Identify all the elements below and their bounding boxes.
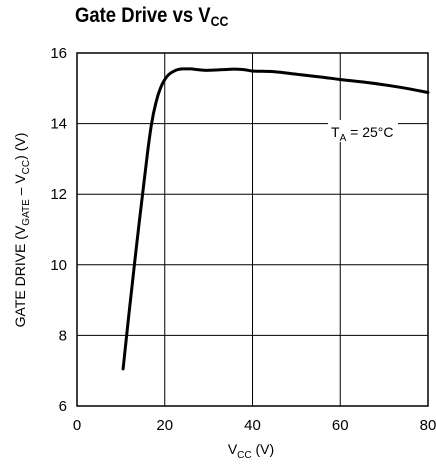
x-axis-label: VCC (V) xyxy=(228,441,274,461)
x-tick-label: 60 xyxy=(332,417,349,434)
y-axis: 6 8 10 12 14 16 xyxy=(50,45,67,415)
y-tick-label: 8 xyxy=(59,327,67,344)
y-tick-label: 12 xyxy=(50,186,67,203)
plot-frame xyxy=(76,52,429,407)
x-tick-label: 80 xyxy=(420,417,436,434)
x-tick-label: 0 xyxy=(73,417,81,434)
x-axis: 0 20 40 60 80 xyxy=(73,417,436,434)
y-tick-label: 16 xyxy=(50,45,67,62)
y-tick-label: 6 xyxy=(59,398,67,415)
y-tick-label: 10 xyxy=(50,257,67,274)
series-line xyxy=(121,67,430,371)
y-axis-label: GATE DRIVE (VGATE – VCC) (V) xyxy=(12,133,32,328)
x-tick-label: 40 xyxy=(244,417,261,434)
annotation-temperature: TA = 25°C xyxy=(331,124,393,144)
y-tick-label: 14 xyxy=(50,116,67,133)
annotation-bg xyxy=(328,120,398,142)
x-tick-label: 20 xyxy=(156,417,173,434)
grid xyxy=(77,53,428,406)
chart-title: Gate Drive vs VCC xyxy=(75,4,229,29)
